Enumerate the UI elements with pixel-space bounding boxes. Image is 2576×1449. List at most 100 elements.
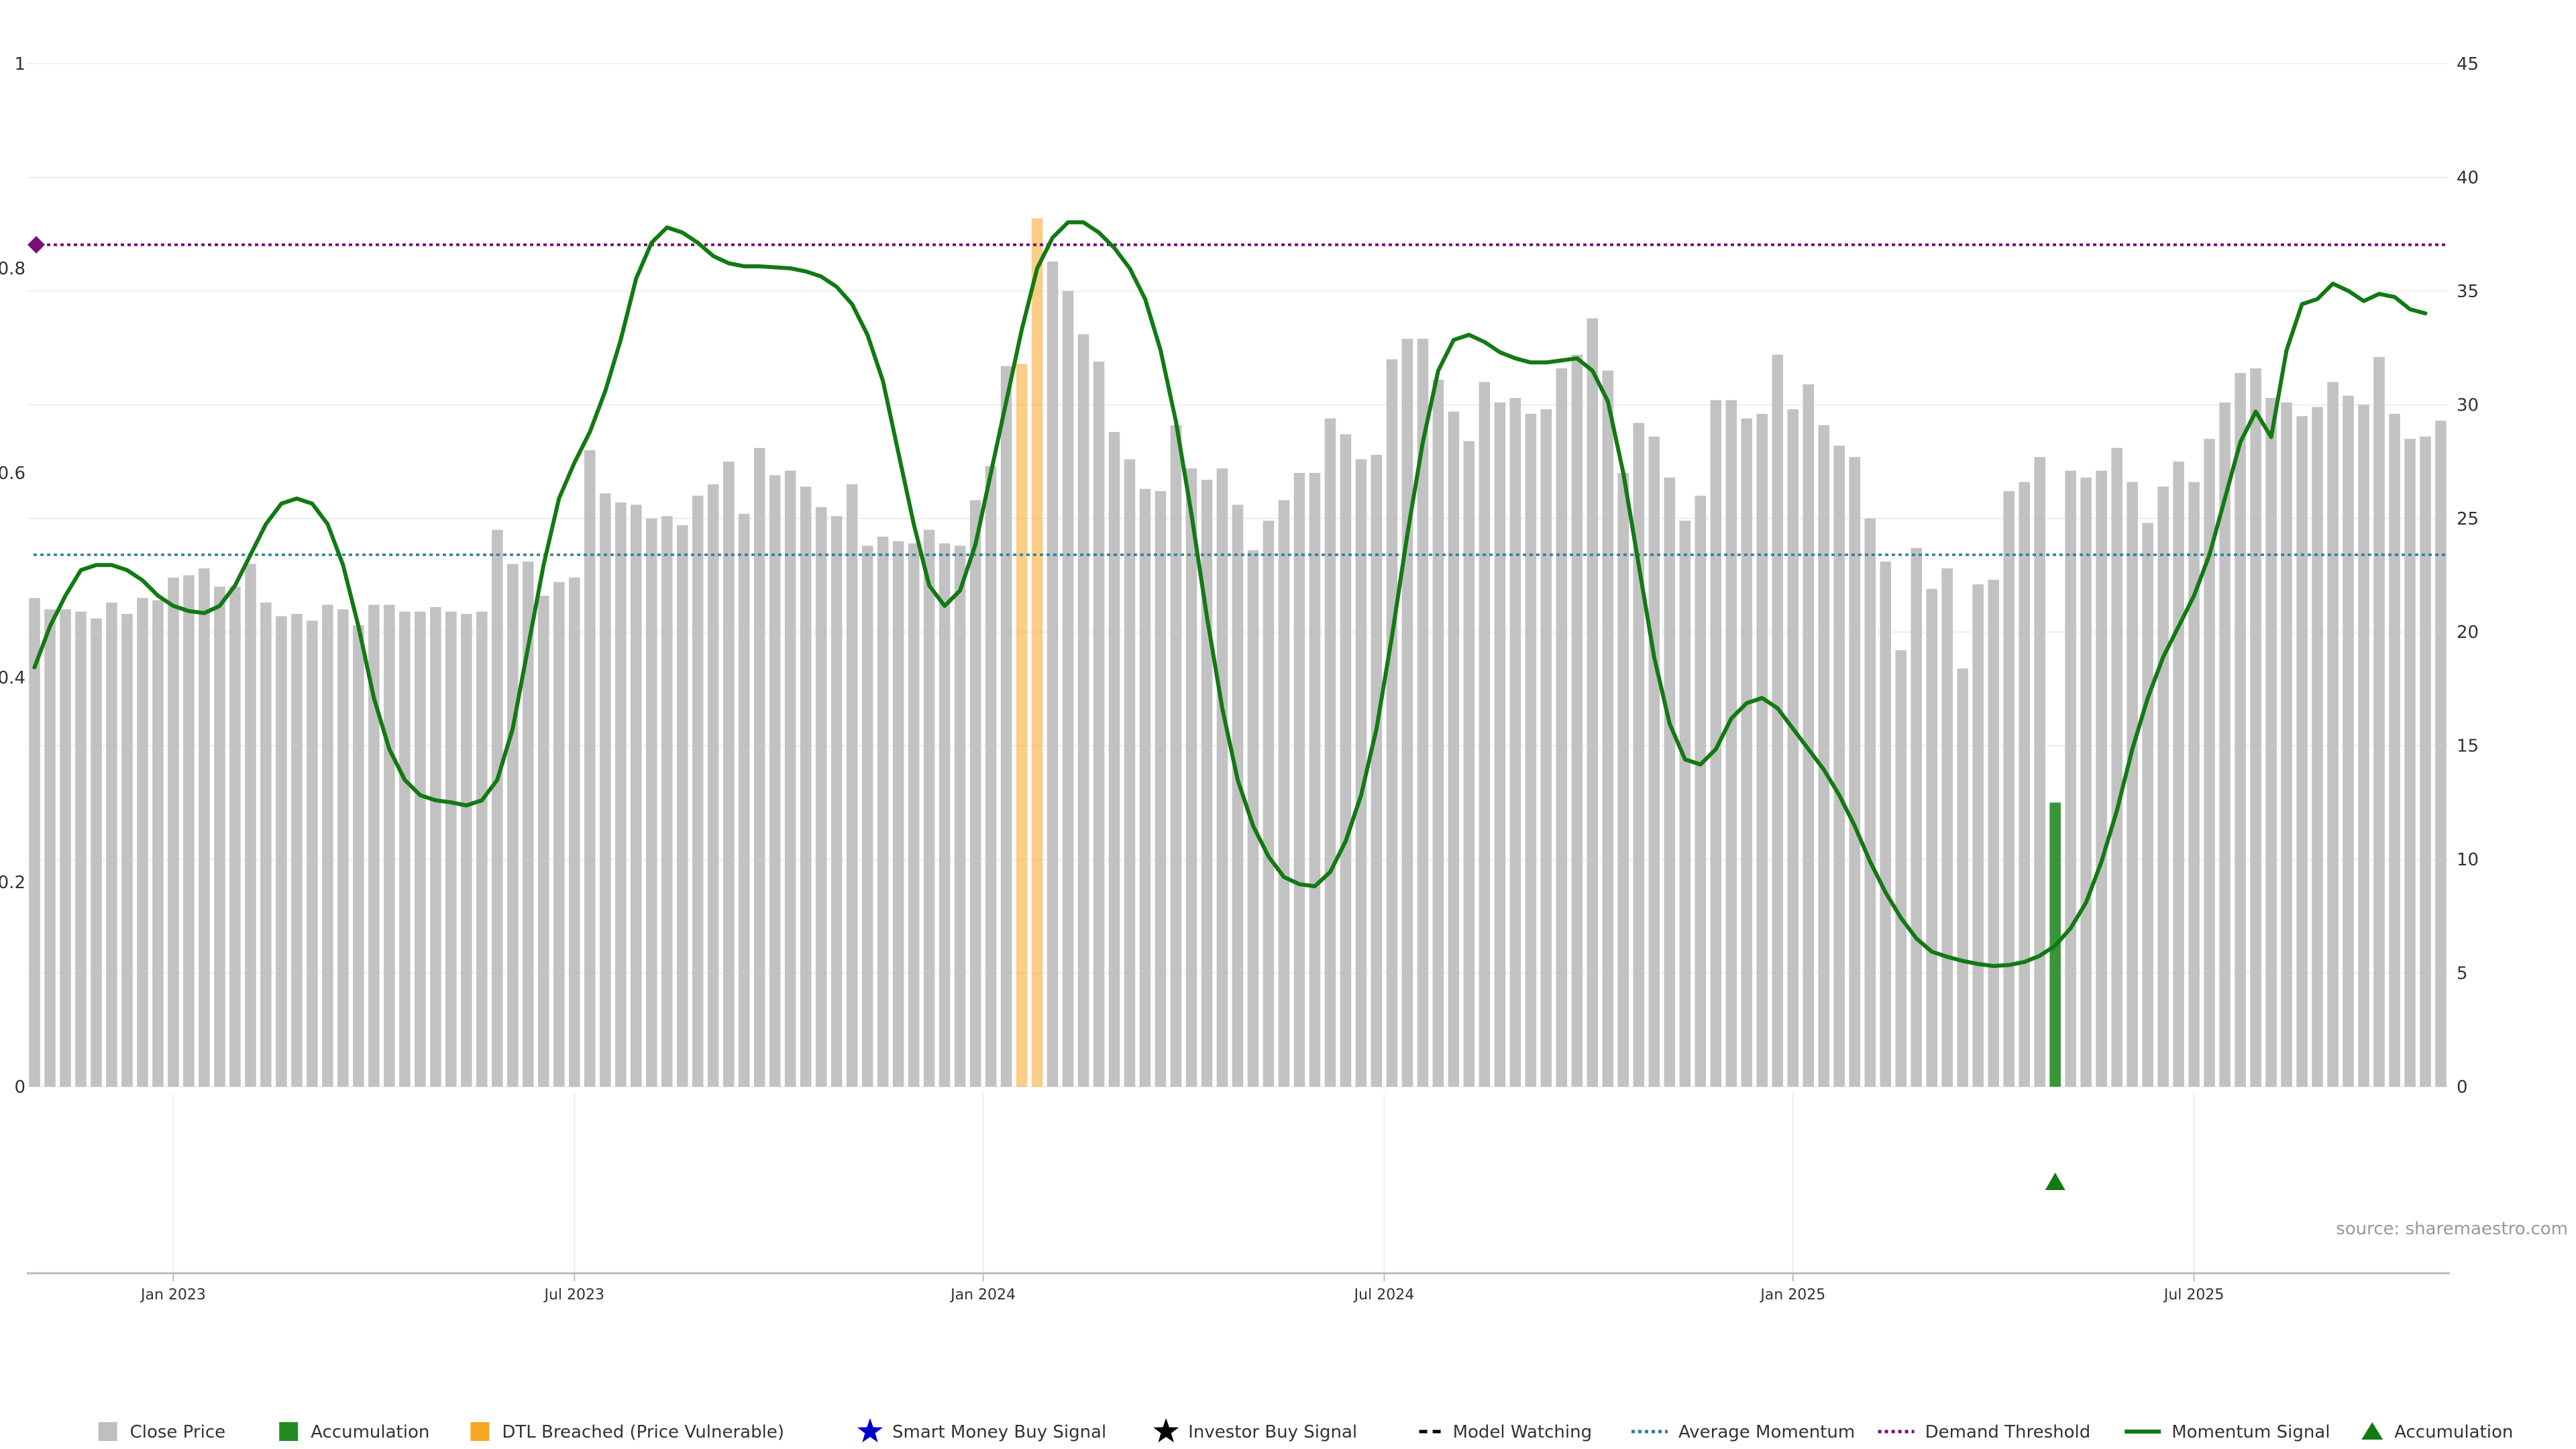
close-price-bar [2204, 439, 2215, 1087]
legend-label: Investor Buy Signal [1188, 1422, 1357, 1442]
close-price-bar [2312, 407, 2323, 1087]
close-price-bar [1216, 468, 1228, 1087]
close-price-bar [476, 611, 488, 1087]
close-price-bar [892, 541, 904, 1087]
close-price-bar [800, 486, 812, 1087]
close-price-bar [137, 598, 148, 1087]
close-price-bar [1463, 441, 1475, 1087]
right-tick-label: 25 [2457, 509, 2479, 529]
close-price-bar [2188, 482, 2200, 1087]
close-price-bar [2281, 402, 2292, 1087]
close-price-bar [1710, 400, 1722, 1087]
close-price-bar [1155, 491, 1167, 1087]
close-price-bar [769, 475, 781, 1087]
close-price-bar [846, 484, 858, 1087]
close-price-bar [229, 586, 241, 1087]
close-price-bar [2019, 482, 2030, 1087]
close-price-bar [676, 525, 688, 1087]
close-price-bar [1386, 359, 1398, 1087]
close-price-bar [1201, 480, 1213, 1087]
close-price-bar [2343, 395, 2354, 1087]
x-tick-label: Jul 2024 [1353, 1287, 1415, 1303]
close-price-bar [599, 493, 611, 1087]
close-price-bar [1664, 477, 1676, 1087]
close-price-bar [1602, 370, 1614, 1087]
close-price-bar [106, 602, 117, 1087]
close-price-bar [1263, 521, 1275, 1087]
close-price-bar [2435, 421, 2447, 1087]
close-price-bar [492, 529, 503, 1087]
close-price-bar [584, 450, 596, 1087]
close-price-bar [630, 504, 642, 1087]
close-price-bar [1803, 384, 1815, 1087]
close-price-bar [1725, 400, 1737, 1087]
legend-label: Accumulation [2394, 1422, 2513, 1442]
close-price-bar [1293, 473, 1305, 1087]
close-price-bar [923, 529, 935, 1087]
left-tick-label: 0.4 [0, 668, 25, 688]
close-price-bar [2157, 486, 2169, 1087]
close-price-bar [260, 602, 272, 1087]
close-price-bar [2096, 470, 2107, 1087]
close-price-bar [1139, 488, 1151, 1087]
close-price-bar [2080, 477, 2092, 1087]
close-price-bar [1371, 454, 1383, 1087]
legend-label: Demand Threshold [1925, 1422, 2091, 1442]
left-tick-label: 0 [14, 1077, 25, 1097]
close-price-bar [1340, 434, 1352, 1087]
close-price-bar [507, 564, 519, 1087]
close-price-bar [199, 568, 210, 1087]
legend-label: Smart Money Buy Signal [892, 1422, 1106, 1442]
close-price-bar [2404, 439, 2416, 1087]
x-tick-label: Jan 2025 [1759, 1287, 1825, 1303]
close-price-bar [183, 575, 195, 1087]
close-price-bar [1741, 418, 1753, 1087]
close-price-bar [430, 606, 441, 1087]
close-price-bar [553, 582, 565, 1087]
reference-lines [28, 235, 2449, 556]
close-price-bar [830, 516, 843, 1087]
legend-item: Smart Money Buy Signal [857, 1418, 1106, 1443]
legend-item: Demand Threshold [1878, 1422, 2091, 1442]
signal-markers [2045, 1173, 2065, 1190]
close-price-bar [1093, 361, 1105, 1087]
close-price-bar [645, 518, 657, 1087]
close-price-bar [2420, 436, 2431, 1087]
close-price-bar [908, 543, 920, 1087]
close-price-bar [2373, 357, 2385, 1087]
close-price-bar [2235, 372, 2246, 1087]
close-price-bar [2065, 470, 2076, 1087]
close-price-bar [707, 484, 719, 1087]
close-price-bar [1232, 504, 1244, 1087]
right-tick-label: 0 [2457, 1077, 2468, 1097]
close-price-bar [1772, 354, 1784, 1087]
right-tick-label: 45 [2457, 54, 2479, 74]
close-price-bar [1309, 473, 1321, 1087]
close-price-bar [2003, 491, 2015, 1087]
close-price-bar [614, 502, 627, 1087]
close-price-bar [2219, 402, 2231, 1087]
momentum-signal-path [32, 220, 2428, 969]
close-price-bar [985, 466, 997, 1087]
close-price-bar [2389, 413, 2400, 1087]
close-price-bar [1324, 418, 1336, 1087]
legend-item: Average Momentum [1631, 1422, 1855, 1442]
dtl-breached-bar [1016, 364, 1028, 1087]
close-price-bar [337, 609, 349, 1087]
right-tick-label: 15 [2457, 737, 2479, 757]
close-price-bar [1926, 588, 1937, 1087]
close-price-bar [1509, 398, 1521, 1087]
close-price-bar [1448, 411, 1460, 1087]
close-price-bar [1818, 425, 1830, 1087]
legend-item: Investor Buy Signal [1153, 1418, 1357, 1443]
legend-triangle-icon [2361, 1422, 2383, 1440]
right-tick-label: 30 [2457, 395, 2479, 415]
price-bars [29, 218, 2447, 1087]
legend-label: Average Momentum [1678, 1422, 1855, 1442]
close-price-bar [568, 577, 580, 1087]
close-price-bar [60, 609, 71, 1087]
left-tick-label: 1 [14, 54, 25, 74]
close-price-bar [1849, 457, 1861, 1087]
legend-swatch [279, 1422, 299, 1441]
close-price-bar [276, 616, 287, 1087]
